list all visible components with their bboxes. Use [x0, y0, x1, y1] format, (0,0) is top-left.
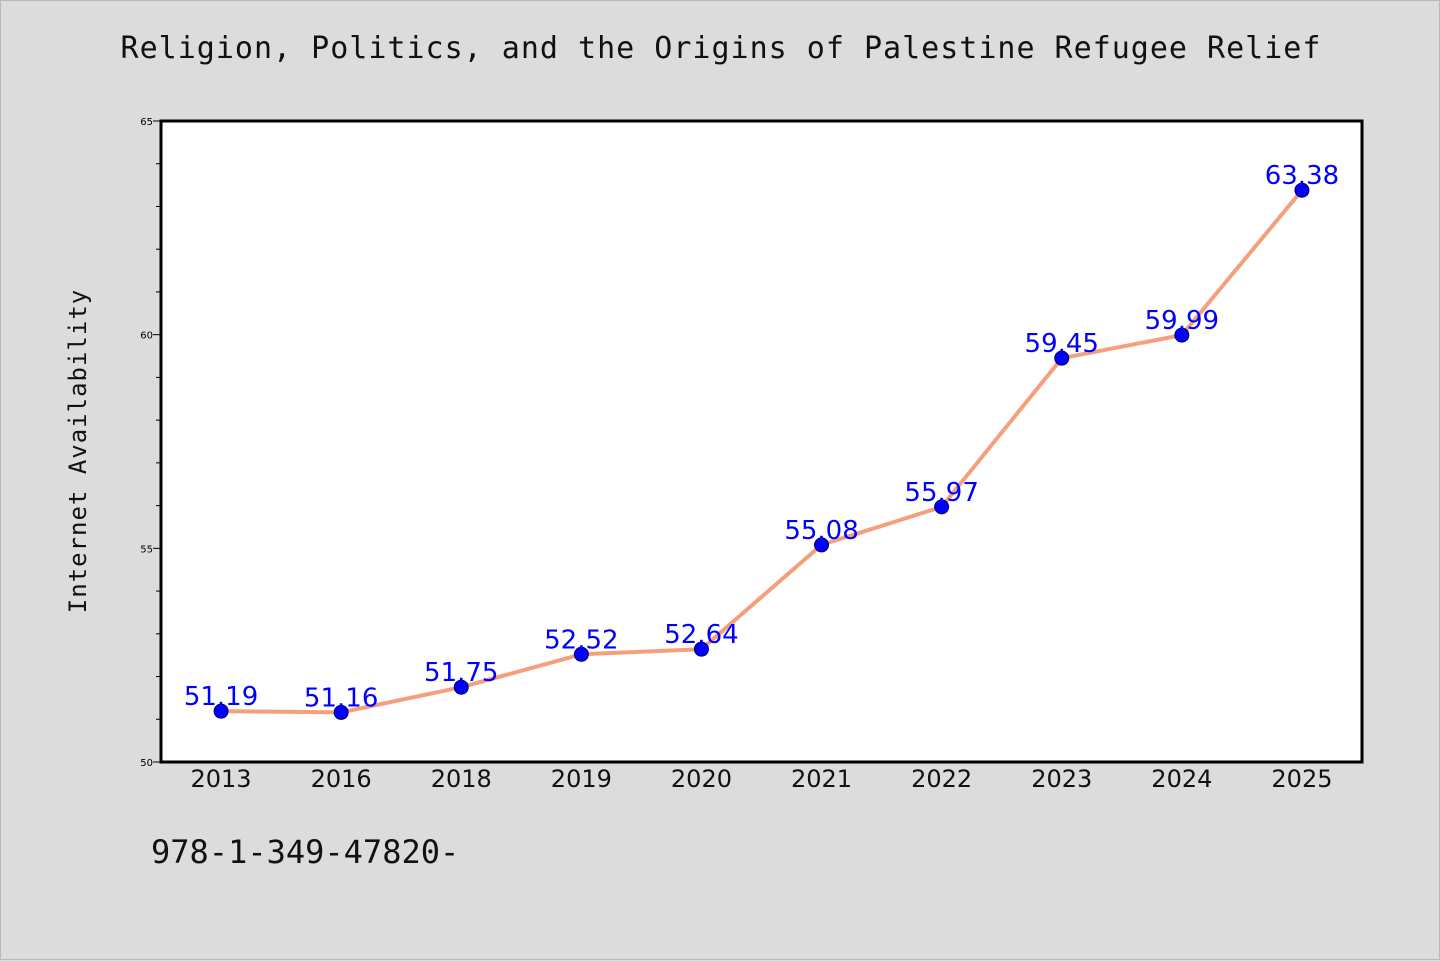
- chart-title: Religion, Politics, and the Origins of P…: [120, 31, 1322, 66]
- x-tick-label: 2020: [671, 765, 732, 793]
- data-label: 55.97: [904, 478, 978, 508]
- x-tick-label: 2022: [911, 765, 972, 793]
- x-tick-label: 2013: [191, 765, 252, 793]
- data-label: 51.75: [424, 658, 498, 688]
- data-point: [1174, 327, 1190, 343]
- data-point: [1294, 182, 1310, 198]
- data-point: [814, 537, 830, 553]
- data-label: 51.16: [304, 683, 378, 713]
- x-tick-label: 2024: [1151, 765, 1212, 793]
- plot-frame: [159, 119, 1364, 764]
- plot-area: [161, 121, 1362, 762]
- x-tick-label: 2025: [1271, 765, 1332, 793]
- x-tick-label: 2023: [1031, 765, 1092, 793]
- data-label: 52.64: [664, 620, 738, 650]
- x-tick-label: 2019: [551, 765, 612, 793]
- data-point: [573, 646, 589, 662]
- data-point: [1054, 350, 1070, 366]
- series-line: [221, 188, 1304, 715]
- data-point: [213, 703, 229, 719]
- footer-isbn: 978-1-349-47820-: [151, 833, 460, 871]
- data-label: 63.38: [1265, 161, 1339, 191]
- y-tick-label: 55: [140, 544, 153, 555]
- data-point: [453, 679, 469, 695]
- y-tick-label: 50: [140, 758, 153, 769]
- data-point: [333, 704, 349, 720]
- data-point: [693, 641, 709, 657]
- data-labels: 51.19 51.16 51.75 52.52 52.64 55.08 55.97 59.45…: [184, 161, 1339, 713]
- series-markers: [213, 182, 1310, 720]
- y-tick-label: 65: [140, 117, 153, 128]
- y-tick-label: 60: [140, 331, 153, 342]
- x-tick-label: 2016: [311, 765, 372, 793]
- data-point: [934, 499, 950, 515]
- x-ticks: 2013 2016 2018 2019 2020 2021 2022 2023 2024 2025: [191, 765, 1333, 793]
- data-label: 59.99: [1145, 306, 1219, 336]
- data-label: 51.19: [184, 682, 258, 712]
- data-label: 52.52: [544, 625, 618, 655]
- data-label: 59.45: [1025, 329, 1099, 359]
- y-ticks: 50 55 60 65: [140, 117, 161, 769]
- x-tick-label: 2018: [431, 765, 492, 793]
- data-label: 55.08: [784, 516, 858, 546]
- x-tick-label: 2021: [791, 765, 852, 793]
